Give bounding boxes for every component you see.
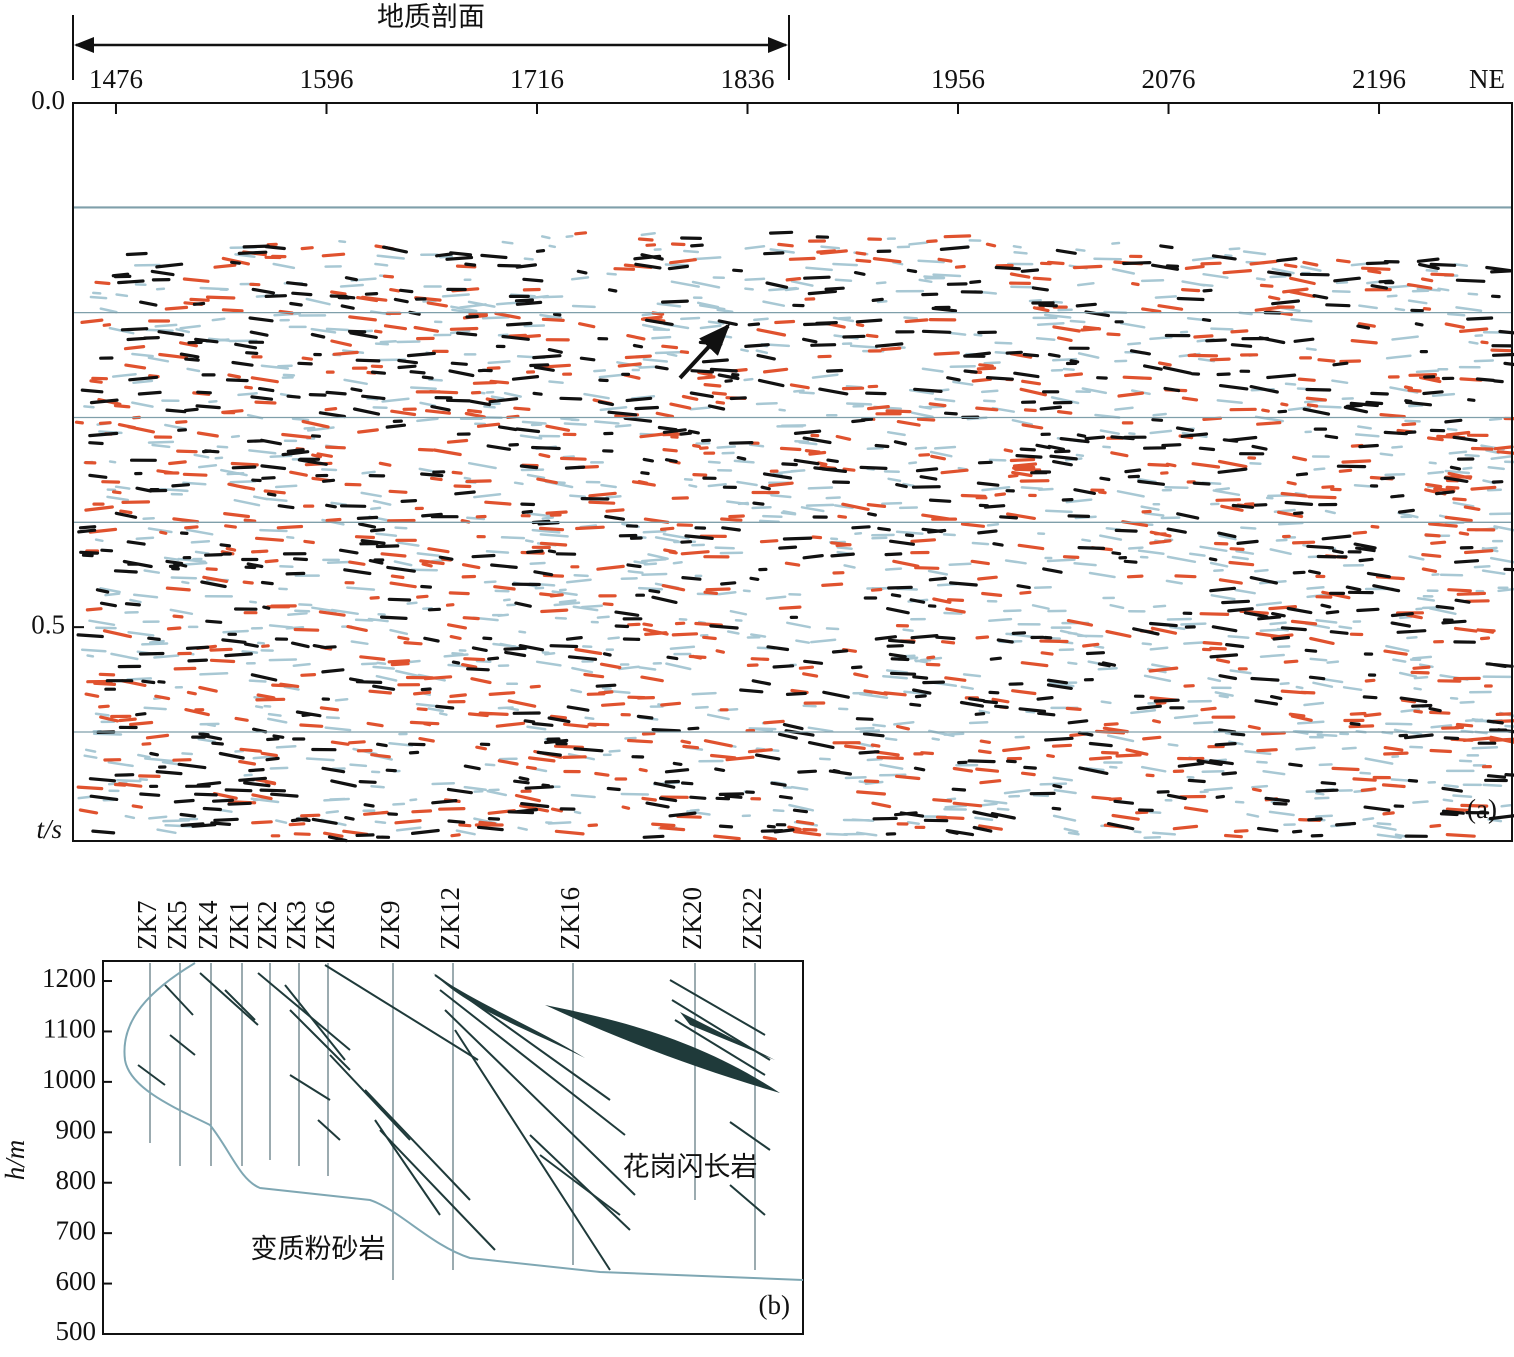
y-tick-label: 1000: [42, 1064, 96, 1094]
dike: [539, 1154, 621, 1216]
dike: [317, 1119, 341, 1141]
y-tick-label: 0.5: [31, 609, 65, 639]
dike: [324, 964, 479, 1061]
x-tick-label: 1716: [510, 64, 564, 94]
seismic-section: [74, 230, 1514, 843]
dike: [454, 1029, 611, 1271]
dike: [257, 972, 351, 1051]
x-tick-label: 2076: [1142, 64, 1196, 94]
dike: [729, 1184, 766, 1216]
dike: [289, 1074, 331, 1101]
x-tick-label: 2196: [1352, 64, 1406, 94]
borehole-label: ZK16: [555, 887, 585, 950]
dike: [439, 989, 626, 1136]
panel-b-frame: [102, 960, 804, 1335]
dike: [379, 1129, 496, 1251]
y-tick-label: 0.0: [31, 85, 65, 115]
borehole-label: ZK20: [677, 887, 707, 950]
x-tick-label: 1956: [931, 64, 985, 94]
dike: [164, 984, 194, 1016]
dike-body: [680, 1012, 775, 1060]
x-tick-label: 1476: [89, 64, 143, 94]
borehole-label: ZK4: [193, 900, 223, 950]
dike-body: [545, 1005, 780, 1093]
dike: [199, 972, 259, 1026]
rock-label: 花岗闪长岩: [623, 1152, 758, 1182]
seismic-trace: [74, 231, 1514, 841]
dike: [137, 1064, 166, 1086]
borehole-label: ZK2: [252, 901, 282, 951]
seismic-trace: [76, 230, 1514, 843]
dike: [444, 1009, 636, 1196]
pointer-arrow: [678, 323, 731, 380]
dike: [529, 1134, 631, 1231]
x-tick-label: 1836: [721, 64, 775, 94]
panel-label: (a): [1467, 794, 1497, 824]
dike: [169, 1034, 196, 1056]
dike: [364, 1089, 471, 1201]
seismic-trace: [77, 232, 1514, 839]
dike: [674, 1019, 766, 1076]
contact: [123, 962, 804, 1281]
y-tick-label: 900: [56, 1114, 97, 1144]
y-tick-label: 500: [56, 1316, 97, 1346]
x-tick-label: 1596: [299, 64, 353, 94]
dike: [284, 984, 346, 1061]
dike: [729, 1121, 771, 1151]
borehole-label: ZK3: [281, 901, 311, 951]
y-tick-label: 1100: [43, 1014, 96, 1044]
borehole-label: ZK7: [132, 901, 162, 951]
panel-label: (b): [759, 1290, 790, 1320]
borehole-label: ZK12: [435, 887, 465, 950]
y-tick-label: 800: [56, 1165, 97, 1195]
y-axis-label: t/s: [36, 814, 62, 844]
borehole-label: ZK6: [310, 901, 340, 951]
geologic-section: [123, 962, 804, 1281]
borehole-label: ZK5: [162, 901, 192, 951]
y-tick-label: 1200: [42, 963, 96, 993]
dike: [224, 989, 256, 1021]
rock-label: 变质粉砂岩: [251, 1234, 386, 1264]
dike: [669, 979, 766, 1036]
y-tick-label: 600: [56, 1266, 97, 1296]
borehole-label: ZK22: [737, 887, 767, 950]
y-tick-label: 700: [56, 1215, 97, 1245]
borehole-label: ZK1: [224, 901, 254, 951]
bracket-label: 地质剖面: [377, 2, 485, 32]
direction-label: NE: [1469, 64, 1505, 94]
dike: [329, 1054, 411, 1141]
dike: [289, 1009, 351, 1071]
dike-body: [433, 973, 585, 1058]
borehole-label: ZK9: [375, 901, 405, 951]
y-axis-label: h/m: [0, 1140, 30, 1181]
panel-a-frame: [72, 102, 1513, 842]
